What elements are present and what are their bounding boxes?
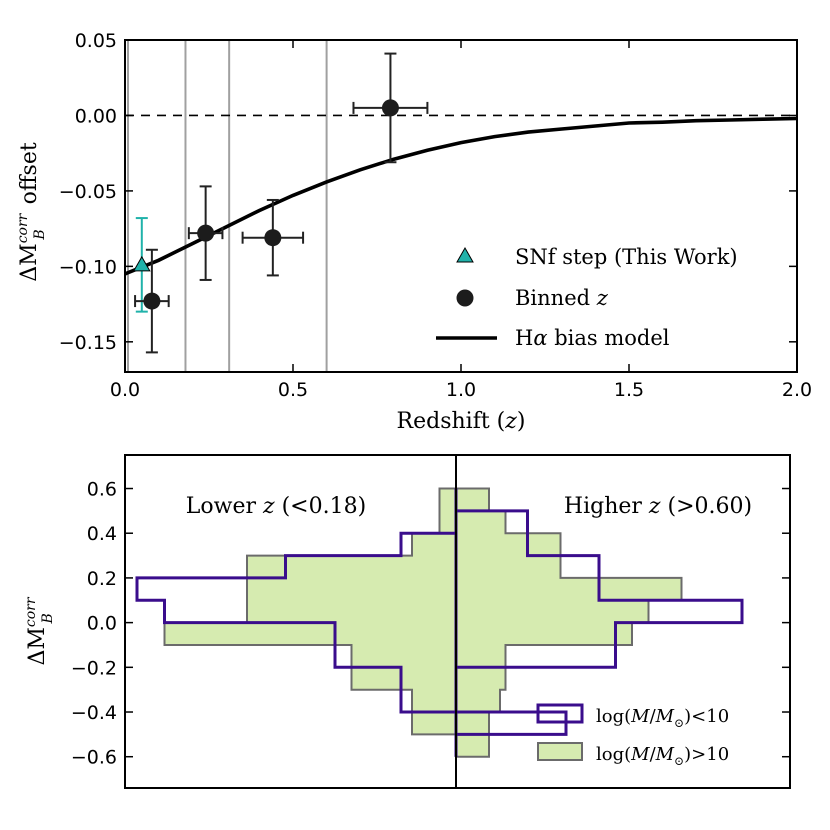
- snf-step-point: [132, 255, 151, 272]
- low-mass-lower-z-histogram: [135, 488, 458, 757]
- legend-high-mass-swatch: [537, 742, 583, 761]
- y-tick-label: 0.6: [87, 479, 117, 501]
- x-tick-label: 0.5: [278, 379, 308, 401]
- y-tick-label: −0.05: [59, 181, 117, 203]
- binned-z-point: [197, 224, 215, 242]
- x-axis-label: Redshift (z): [397, 409, 526, 434]
- legend-label-high-mass: log(M/M⊙)>10: [596, 744, 729, 768]
- redshift-offset-panel: 0.05 0.00 −0.05 −0.10 −0.15 0.0 0.5 1.0 1.5 2.0 Re…: [15, 30, 812, 434]
- y-tick-label: 0.2: [87, 568, 117, 590]
- halpha-bias-model-line: [124, 116, 798, 276]
- plot-frame: [124, 39, 798, 373]
- x-tick-label: 1.0: [446, 379, 476, 401]
- y-tick-label: 0.4: [87, 523, 117, 545]
- legend-label-model: Hα bias model: [515, 326, 670, 350]
- low-mass-higher-z-histogram: [454, 488, 744, 757]
- binned-z-point: [264, 229, 282, 247]
- binned-z-point: [143, 292, 161, 310]
- legend: SNf step (This Work) Binned z Hα bias mode…: [436, 245, 738, 350]
- histogram-panel: 0.6 0.4 0.2 0.0 −0.2 −0.4 −0.6 Lower z (<0.18) H…: [23, 454, 791, 789]
- legend-label-binned: Binned z: [515, 286, 609, 310]
- y-tick-label: −0.6: [71, 747, 117, 769]
- y-tick-label: 0.00: [75, 105, 117, 127]
- lower-z-annotation: Lower z (<0.18): [186, 494, 366, 519]
- higher-z-annotation: Higher z (>0.60): [564, 494, 752, 519]
- y-axis-label: ΔMcorrB: [23, 596, 56, 665]
- y-tick-label: −0.10: [59, 256, 117, 278]
- x-tick-label: 2.0: [782, 379, 812, 401]
- y-tick-label: −0.15: [59, 332, 117, 354]
- plot-frame: [124, 454, 791, 789]
- legend-label-snf: SNf step (This Work): [515, 245, 738, 269]
- legend: log(M/M⊙)<10 log(M/M⊙)>10: [536, 703, 729, 768]
- x-tick-label: 1.5: [614, 379, 644, 401]
- y-tick-label: 0.05: [75, 30, 117, 52]
- y-tick-label: −0.4: [71, 702, 117, 724]
- y-tick-label: 0.0: [87, 613, 117, 635]
- legend-triangle-icon: [456, 246, 474, 263]
- y-tick-label: −0.2: [71, 657, 117, 679]
- legend-low-mass-swatch: [536, 703, 584, 724]
- legend-label-low-mass: log(M/M⊙)<10: [596, 706, 729, 730]
- legend-circle-icon: [456, 289, 474, 307]
- y-axis-label: ΔMcorrB offset: [15, 142, 48, 282]
- x-tick-label: 0.0: [110, 379, 140, 401]
- binned-z-point: [381, 99, 399, 117]
